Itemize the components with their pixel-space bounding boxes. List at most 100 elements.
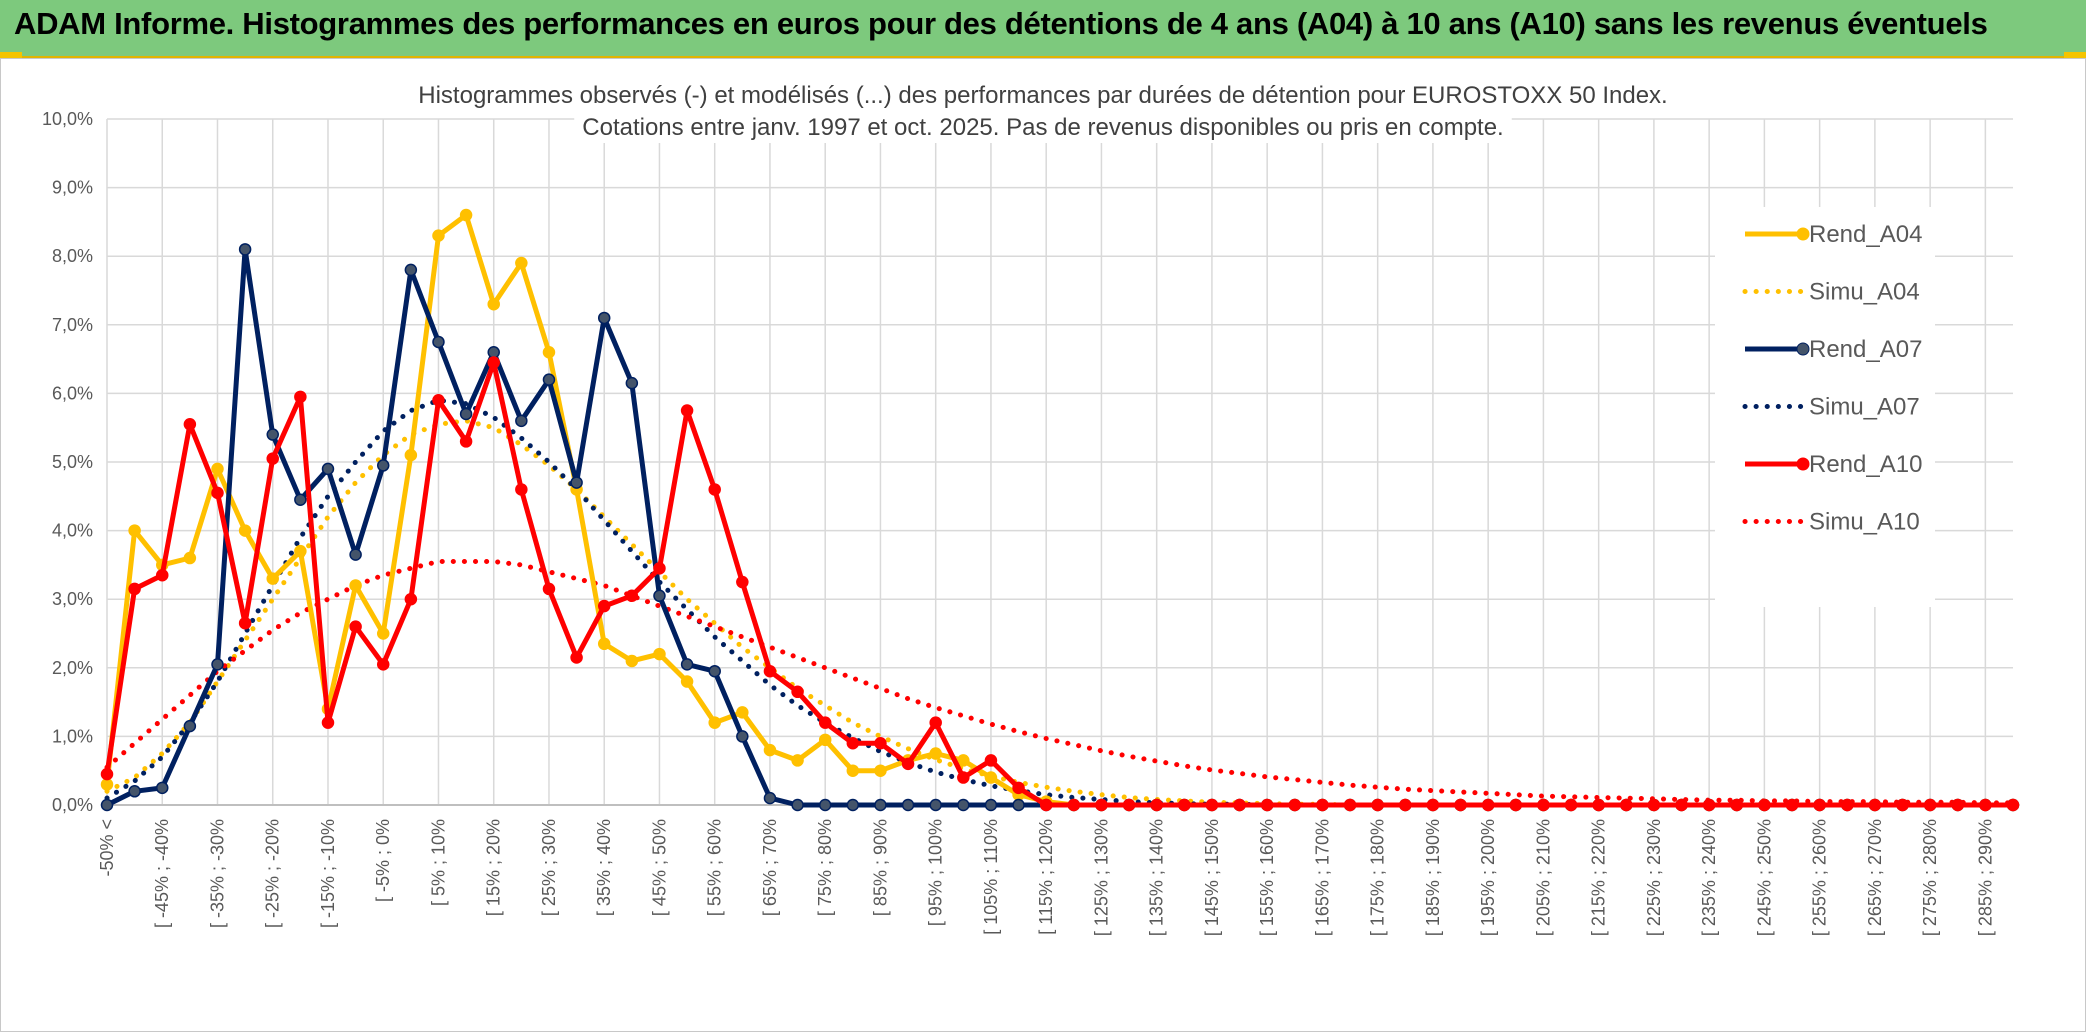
data-point-rend-a04 [929, 747, 942, 760]
data-point-rend-a10 [1647, 798, 1661, 812]
data-point-rend-a10 [929, 716, 942, 729]
data-point-rend-a10 [1288, 798, 1302, 812]
data-point-rend-a07 [597, 311, 611, 325]
x-tick-label: [ -35% ; -30% [207, 819, 227, 928]
data-point-rend-a04 [763, 743, 777, 757]
data-point-rend-a07 [708, 664, 721, 678]
x-tick-label: [ 235% ; 240% [1699, 819, 1719, 936]
chart-title-bg [574, 111, 1512, 143]
data-point-rend-a07 [625, 376, 639, 390]
data-point-rend-a10 [1509, 798, 1523, 812]
legend-label-simu-a04: Simu_A04 [1809, 279, 1920, 306]
y-tick-label: 2,0% [52, 658, 93, 678]
data-point-rend-a10 [680, 404, 694, 417]
y-tick-label: 10,0% [42, 109, 93, 129]
data-point-rend-a10 [1951, 798, 1965, 812]
data-point-rend-a04 [625, 654, 639, 668]
data-point-rend-a10 [1122, 798, 1136, 812]
data-point-rend-a10 [1592, 798, 1605, 812]
data-point-rend-a10 [128, 582, 141, 596]
data-point-rend-a07 [957, 798, 970, 812]
data-point-rend-a10 [653, 562, 666, 575]
y-tick-label: 0,0% [52, 795, 93, 815]
data-point-rend-a10 [901, 757, 915, 771]
x-tick-label: [ -15% ; -10% [318, 819, 338, 928]
y-tick-label: 1,0% [52, 726, 93, 746]
x-tick-label: [ 125% ; 130% [1091, 819, 1111, 936]
data-point-rend-a04 [349, 579, 362, 592]
x-tick-label: [ 105% ; 110% [981, 819, 1001, 935]
data-point-rend-a07 [294, 493, 307, 506]
data-point-rend-a10 [1675, 798, 1688, 812]
data-point-rend-a10 [211, 486, 224, 500]
data-point-rend-a10 [1150, 798, 1163, 812]
data-point-rend-a04 [266, 572, 279, 585]
title-banner: ADAM Informe. Histogrammes des performan… [0, 0, 2086, 58]
x-tick-label: [ 75% ; 80% [815, 819, 835, 916]
x-tick-label: [ 95% ; 100% [926, 819, 946, 926]
data-point-rend-a04 [680, 675, 694, 688]
x-tick-label: [ 145% ; 150% [1202, 819, 1222, 936]
data-point-rend-a07 [791, 798, 804, 812]
data-point-rend-a10 [625, 589, 639, 603]
data-point-rend-a04 [653, 647, 666, 661]
legend-label-rend-a10: Rend_A10 [1809, 451, 1922, 478]
data-point-rend-a04 [294, 544, 307, 558]
data-point-rend-a10 [874, 737, 887, 750]
x-tick-label: [ 185% ; 190% [1423, 819, 1443, 936]
data-point-rend-a07 [321, 462, 335, 476]
series-line-rend-a10 [104, 360, 2013, 808]
data-point-rend-a07 [376, 459, 390, 472]
data-point-rend-a07 [984, 798, 998, 812]
data-point-rend-a04 [128, 524, 141, 537]
x-tick-label: -50% < [97, 819, 117, 877]
data-point-rend-a10 [1178, 798, 1191, 812]
data-point-rend-a10 [542, 582, 556, 596]
x-tick-label: [ 195% ; 200% [1478, 819, 1498, 936]
data-point-rend-a04 [100, 778, 114, 791]
data-point-rend-a10 [763, 664, 777, 678]
x-tick-label: [ 215% ; 220% [1589, 819, 1609, 936]
x-tick-label: [ 265% ; 270% [1865, 819, 1885, 936]
data-point-rend-a10 [1979, 798, 1992, 812]
legend-label-rend-a04: Rend_A04 [1809, 221, 1922, 248]
data-point-rend-a10 [1868, 798, 1882, 812]
data-point-rend-a07 [432, 335, 445, 349]
x-tick-label: [ 205% ; 210% [1533, 819, 1553, 936]
x-tick-label: [ 255% ; 260% [1810, 819, 1830, 936]
data-point-rend-a10 [1813, 798, 1826, 812]
data-point-rend-a07 [266, 428, 279, 441]
data-point-rend-a10 [957, 771, 970, 784]
data-point-rend-a10 [515, 483, 528, 496]
data-point-rend-a04 [708, 716, 721, 729]
data-point-rend-a07 [680, 658, 694, 671]
data-point-rend-a10 [597, 599, 611, 613]
data-point-rend-a10 [1039, 798, 1053, 812]
data-point-rend-a04 [404, 448, 418, 462]
data-point-rend-a10 [818, 716, 832, 729]
data-point-rend-a10 [791, 685, 804, 699]
data-point-rend-a07 [349, 548, 362, 561]
y-tick-label: 6,0% [52, 383, 93, 403]
data-point-rend-a10 [570, 651, 583, 664]
y-tick-label: 9,0% [52, 178, 93, 198]
x-tick-label: [ 165% ; 170% [1312, 819, 1332, 936]
data-point-rend-a10 [1426, 798, 1440, 812]
data-point-rend-a10 [1343, 798, 1357, 812]
data-point-rend-a07 [211, 658, 224, 671]
series-line-simu-a10 [104, 559, 2016, 806]
data-point-rend-a04 [515, 256, 528, 270]
x-tick-label: [ 175% ; 180% [1368, 819, 1388, 936]
data-point-rend-a07 [542, 373, 556, 386]
data-point-rend-a04 [874, 764, 887, 777]
data-point-rend-a07 [846, 798, 860, 812]
data-point-rend-a10 [984, 754, 998, 767]
data-point-rend-a10 [736, 575, 749, 589]
data-point-rend-a10 [1785, 798, 1799, 812]
corner-accent-left [0, 52, 22, 58]
data-point-rend-a10 [1564, 798, 1578, 812]
data-point-rend-a10 [432, 394, 445, 407]
data-point-rend-a07 [238, 243, 252, 256]
data-point-rend-a07 [763, 791, 777, 805]
legend-marker-rend-a07 [1796, 342, 1810, 356]
